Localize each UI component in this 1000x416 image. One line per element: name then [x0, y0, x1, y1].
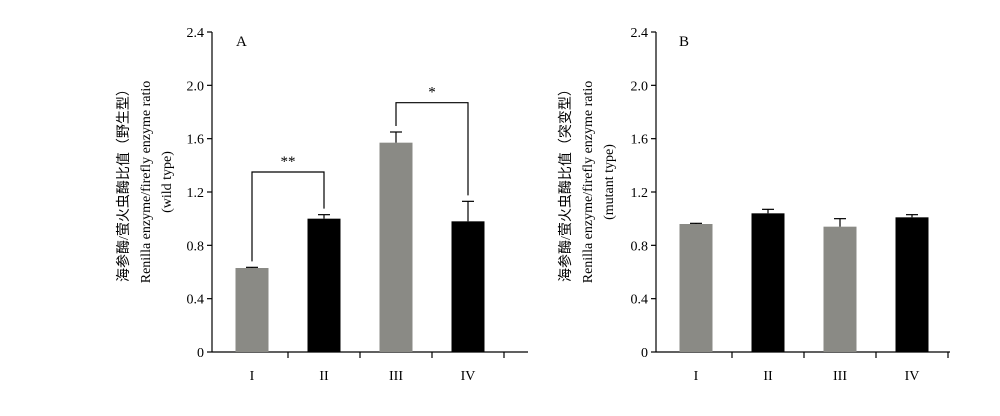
significance-label: * [428, 85, 436, 101]
y-tick-label: 0 [197, 346, 204, 361]
y-tick-label: 1.6 [187, 133, 205, 148]
y-axis-label: (wild type) [160, 151, 175, 213]
bar [451, 221, 485, 352]
x-tick-label: III [833, 369, 847, 384]
y-tick-label: 1.2 [187, 186, 205, 201]
y-tick-label: 2.4 [631, 26, 649, 41]
y-tick-label: 0.4 [631, 293, 649, 308]
bar [679, 224, 713, 352]
panel-label: A [236, 34, 247, 50]
x-tick-label: IV [905, 369, 920, 384]
y-tick-label: 2.0 [631, 79, 649, 94]
panel-label: B [679, 34, 689, 50]
panel-b: 00.40.81.21.62.02.4I II III IVB海参酶/萤火虫酶比值（突… [557, 26, 950, 384]
bar [751, 213, 785, 352]
y-tick-label: 0.4 [187, 293, 205, 308]
y-axis-label: Renilla enzyme/firefly enzyme ratio [139, 81, 154, 284]
x-tick-label: III [389, 369, 403, 384]
bar [379, 142, 413, 352]
y-tick-label: 0.8 [631, 239, 649, 254]
significance-bracket [251, 171, 325, 262]
y-axis-label: Renilla enzyme/firefly enzyme ratio [581, 81, 596, 284]
y-axis-label: (mutant type) [602, 144, 617, 220]
y-tick-label: 1.6 [631, 133, 649, 148]
y-tick-label: 0 [641, 346, 648, 361]
x-tick-label: II [763, 369, 773, 384]
panel-a: 00.40.81.21.62.02.4I II III IV***A海参酶/萤火虫酶比… [115, 26, 528, 384]
y-tick-label: 0.8 [187, 239, 205, 254]
bar [823, 226, 857, 352]
x-tick-label: I [250, 369, 255, 384]
y-axis-label: 海参酶/萤火虫酶比值（野生型） [115, 82, 132, 282]
significance-label: ** [281, 154, 296, 170]
y-axis-label: 海参酶/萤火虫酶比值（突变型） [557, 82, 574, 282]
bar [307, 218, 341, 352]
x-tick-label: I [694, 369, 699, 384]
x-tick-label: II [319, 369, 329, 384]
bar [235, 268, 269, 352]
bar [895, 217, 929, 352]
y-tick-label: 2.0 [187, 79, 205, 94]
y-tick-label: 2.4 [187, 26, 205, 41]
y-tick-label: 1.2 [631, 186, 649, 201]
significance-bracket [395, 102, 469, 196]
x-tick-label: IV [461, 369, 476, 384]
